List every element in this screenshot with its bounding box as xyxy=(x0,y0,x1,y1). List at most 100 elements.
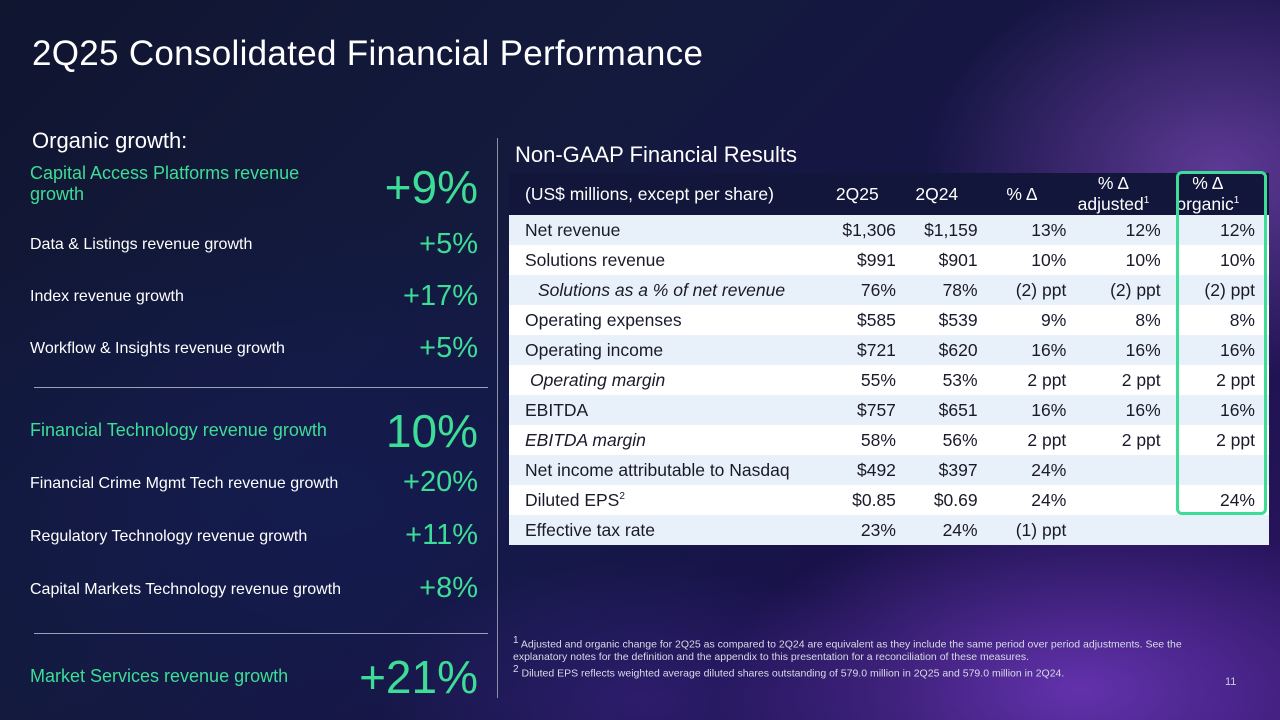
cell: 24% xyxy=(895,515,978,545)
page-number: 11 xyxy=(1225,676,1237,688)
cell: $901 xyxy=(895,245,978,275)
regtech-row: Regulatory Technology revenue growth +11… xyxy=(30,519,478,553)
cell: 56% xyxy=(895,425,978,455)
cell: 24% xyxy=(977,455,1067,485)
divider-1 xyxy=(34,387,488,388)
header-metric: (US$ millions, except per share) xyxy=(509,173,819,215)
cell: Net income attributable to Nasdaq xyxy=(509,455,819,485)
header-organic-sup: 1 xyxy=(1233,195,1240,207)
table-row: Effective tax rate 23% 24% (1) ppt xyxy=(509,515,1269,545)
cell: $0.85 xyxy=(818,485,896,515)
cell: $991 xyxy=(818,245,896,275)
cell xyxy=(1066,485,1161,515)
cell: $721 xyxy=(818,335,896,365)
header-pct-adjusted: % Δ adjusted1 xyxy=(1066,173,1161,215)
wi-value: +5% xyxy=(419,332,478,364)
cell: 2 ppt xyxy=(1066,425,1161,455)
table-row: EBITDA $757 $651 16% 16% 16% xyxy=(509,395,1269,425)
table-row: Operating margin 55% 53% 2 ppt 2 ppt 2 p… xyxy=(509,365,1269,395)
dl-row: Data & Listings revenue growth +5% xyxy=(30,228,478,262)
header-adjusted-l2: adjusted xyxy=(1077,193,1144,214)
footnote-1-marker: 1 xyxy=(513,635,519,646)
cap-label: Capital Access Platforms revenue growth xyxy=(30,163,300,204)
cell: 16% xyxy=(1066,335,1161,365)
organic-column-highlight xyxy=(1176,171,1267,515)
header-organic-l2: organic xyxy=(1176,193,1234,214)
table-row: Operating income $721 $620 16% 16% 16% xyxy=(509,335,1269,365)
table-row: Net revenue $1,306 $1,159 13% 12% 12% xyxy=(509,215,1269,245)
fintech-value: 10% xyxy=(385,405,478,457)
cell: $620 xyxy=(895,335,978,365)
cell: 2 ppt xyxy=(977,365,1067,395)
index-row: Index revenue growth +17% xyxy=(30,280,478,314)
table-row: Operating expenses $585 $539 9% 8% 8% xyxy=(509,305,1269,335)
cell: $492 xyxy=(818,455,896,485)
nongaap-table: (US$ millions, except per share) 2Q25 2Q… xyxy=(509,173,1269,545)
cell: EBITDA margin xyxy=(509,425,819,455)
table-row: Solutions as a % of net revenue 76% 78% … xyxy=(509,275,1269,305)
header-2q24: 2Q24 xyxy=(895,173,978,215)
divider-2 xyxy=(34,633,488,634)
header-adjusted-l1: % Δ xyxy=(1097,173,1130,194)
eps-label-cell: Diluted EPS2 xyxy=(509,485,819,515)
fcm-value: +20% xyxy=(403,466,478,498)
cell: 13% xyxy=(977,215,1067,245)
cell: 9% xyxy=(977,305,1067,335)
nongaap-heading: Non-GAAP Financial Results xyxy=(515,142,798,167)
cmt-label: Capital Markets Technology revenue growt… xyxy=(30,581,341,598)
wi-label: Workflow & Insights revenue growth xyxy=(30,340,285,357)
fintech-row: Financial Technology revenue growth 10% xyxy=(30,404,478,458)
cell: Solutions revenue xyxy=(509,245,819,275)
cell: $651 xyxy=(895,395,978,425)
footnote-1-text: Adjusted and organic change for 2Q25 as … xyxy=(513,638,1182,664)
dl-value: +5% xyxy=(419,228,478,260)
index-value: +17% xyxy=(403,280,478,312)
cell: $0.69 xyxy=(895,485,978,515)
table-row: Diluted EPS2 $0.85 $0.69 24% 24% xyxy=(509,485,1269,515)
cell xyxy=(1160,515,1269,545)
cell: $397 xyxy=(895,455,978,485)
eps-label: Diluted EPS xyxy=(525,489,620,510)
footnote-2: 2 Diluted EPS reflects weighted average … xyxy=(513,664,1233,680)
cell: 12% xyxy=(1066,215,1161,245)
footnote-2-marker: 2 xyxy=(513,663,519,675)
cell: 55% xyxy=(818,365,896,395)
cell: 53% xyxy=(895,365,978,395)
cell: $585 xyxy=(818,305,896,335)
regtech-value: +11% xyxy=(405,519,478,551)
cell: 24% xyxy=(977,485,1067,515)
cell: Solutions as a % of net revenue xyxy=(509,275,819,305)
cell: (2) ppt xyxy=(1066,275,1161,305)
cell: 8% xyxy=(1066,305,1161,335)
cell: 10% xyxy=(977,245,1067,275)
cell: (1) ppt xyxy=(977,515,1067,545)
cell: Operating income xyxy=(509,335,819,365)
cell: $539 xyxy=(895,305,978,335)
fcm-label: Financial Crime Mgmt Tech revenue growth xyxy=(30,475,339,492)
fintech-label: Financial Technology revenue growth xyxy=(30,420,327,440)
table-header-row: (US$ millions, except per share) 2Q25 2Q… xyxy=(509,173,1269,215)
header-organic-l1: % Δ xyxy=(1192,173,1224,194)
cell: $1,159 xyxy=(895,215,978,245)
cap-row: Capital Access Platforms revenue growth … xyxy=(30,161,478,213)
cell xyxy=(1066,515,1161,545)
cell xyxy=(1066,455,1161,485)
cell: 23% xyxy=(818,515,896,545)
cell: Operating expenses xyxy=(509,305,819,335)
cell: 2 ppt xyxy=(1066,365,1161,395)
cell: 16% xyxy=(1066,395,1161,425)
cell: $757 xyxy=(818,395,896,425)
table-row: EBITDA margin 58% 56% 2 ppt 2 ppt 2 ppt xyxy=(509,425,1269,455)
ms-row: Market Services revenue growth +21% xyxy=(30,650,478,704)
fcm-row: Financial Crime Mgmt Tech revenue growth… xyxy=(30,466,478,500)
dl-label: Data & Listings revenue growth xyxy=(30,236,253,253)
ms-label: Market Services revenue growth xyxy=(30,666,289,686)
slide-title: 2Q25 Consolidated Financial Performance xyxy=(32,34,704,73)
cell: 78% xyxy=(895,275,978,305)
regtech-label: Regulatory Technology revenue growth xyxy=(30,528,308,545)
vertical-divider xyxy=(497,138,498,698)
cap-value: +9% xyxy=(384,161,478,213)
cell: 2 ppt xyxy=(977,425,1067,455)
cell: EBITDA xyxy=(509,395,819,425)
header-adjusted-sup: 1 xyxy=(1143,195,1150,207)
